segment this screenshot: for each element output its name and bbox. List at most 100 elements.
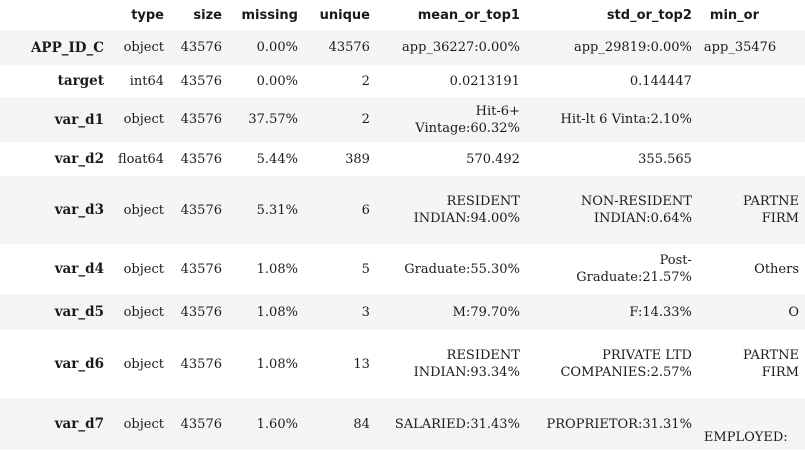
cell-line: Hit-6+ bbox=[475, 103, 520, 119]
cell-line: NON-RESIDENT bbox=[580, 194, 692, 209]
cell-min-or: Others bbox=[754, 261, 799, 277]
cell-std-or-top2: F:14.33% bbox=[525, 294, 698, 330]
cell-line: PRIVATE LTD bbox=[602, 348, 692, 363]
cell-min-or: PARTNE FIRM bbox=[698, 330, 805, 398]
cell-mean-or-top1: 570.492 bbox=[466, 151, 520, 167]
cell-unique: 5 bbox=[361, 261, 370, 277]
cell-type: object bbox=[111, 30, 170, 65]
cell-size: 43576 bbox=[180, 151, 222, 167]
row-index: var_d3 bbox=[0, 176, 112, 244]
cell-type: int64 bbox=[129, 73, 164, 89]
index-header bbox=[0, 0, 112, 30]
cell-min-or bbox=[698, 65, 805, 97]
column-header-min-or-label: min_or bbox=[709, 7, 760, 23]
cell-size: 43576 bbox=[180, 73, 222, 89]
cell-std-or-top2: PRIVATE LTD COMPANIES:2.57% bbox=[526, 330, 698, 398]
row-index: var_d6 bbox=[54, 356, 104, 372]
cell-unique: 2 bbox=[303, 97, 376, 142]
cell-type: object bbox=[111, 176, 170, 244]
table-row: var_d5 object 43576 1.08% 3 M:79.70% F:1… bbox=[0, 294, 805, 330]
cell-size: 43576 bbox=[170, 97, 228, 142]
cell-size: 43576 bbox=[170, 398, 228, 450]
row-index: var_d2 bbox=[54, 151, 104, 167]
cell-std-or-top2: app_29819:0.00% bbox=[525, 30, 698, 65]
cell-line: FIRM bbox=[761, 365, 799, 380]
table-row: var_d1 object 43576 37.57% 2 Hit-6+ Vinta… bbox=[0, 97, 805, 142]
cell-missing: 1.60% bbox=[227, 398, 304, 450]
row-index: var_d7 bbox=[0, 398, 112, 450]
cell-unique: 6 bbox=[303, 176, 376, 244]
cell-missing: 0.00% bbox=[256, 73, 298, 89]
row-index: target bbox=[57, 73, 104, 89]
cell-missing: 1.08% bbox=[227, 294, 304, 330]
cell-mean-or-top1: RESIDENT INDIAN:94.00% bbox=[375, 176, 526, 244]
cell-mean-or-top1: Hit-6+ Vintage:60.32% bbox=[375, 97, 526, 142]
cell-min-or: O bbox=[697, 294, 805, 330]
row-index: var_d4 bbox=[54, 261, 104, 277]
column-header-unique: unique bbox=[319, 7, 370, 23]
column-header-missing: missing bbox=[241, 7, 298, 23]
cell-min-or: app_35476 bbox=[697, 30, 805, 65]
cell-std-or-top2: 355.565 bbox=[638, 151, 692, 167]
cell-missing: 37.57% bbox=[227, 97, 304, 142]
cell-missing: 1.08% bbox=[256, 261, 298, 277]
cell-size: 43576 bbox=[170, 30, 228, 65]
cell-size: 43576 bbox=[180, 261, 222, 277]
cell-type: float64 bbox=[117, 151, 164, 167]
cell-min-or bbox=[697, 97, 805, 142]
cell-mean-or-top1: Graduate:55.30% bbox=[404, 261, 520, 277]
cell-missing: 5.31% bbox=[227, 176, 304, 244]
cell-mean-or-top1: RESIDENT INDIAN:93.34% bbox=[376, 330, 526, 398]
cell-line: Graduate:21.57% bbox=[576, 270, 692, 285]
cell-line: PARTNE bbox=[742, 194, 799, 209]
cell-unique: 84 bbox=[303, 398, 376, 450]
cell-line: INDIAN:0.64% bbox=[593, 211, 692, 226]
column-header-size: size bbox=[193, 7, 222, 23]
cell-unique: 3 bbox=[303, 294, 376, 330]
cell-line: FIRM bbox=[761, 211, 799, 226]
cell-type: object bbox=[111, 398, 170, 450]
cell-unique: 2 bbox=[361, 73, 370, 89]
column-header-mean-or-top1: mean_or_top1 bbox=[417, 7, 520, 23]
cell-line: RESIDENT bbox=[446, 348, 520, 363]
row-index: var_d5 bbox=[0, 294, 112, 330]
cell-line: COMPANIES:2.57% bbox=[560, 365, 692, 380]
cell-std-or-top2: PROPRIETOR:31.31% bbox=[525, 398, 698, 450]
cell-type: object bbox=[111, 294, 170, 330]
cell-unique: 389 bbox=[345, 151, 370, 167]
cell-min-or: EMPLOYED: bbox=[697, 398, 805, 450]
cell-size: 43576 bbox=[180, 356, 222, 372]
cell-line: Post- bbox=[659, 253, 692, 268]
cell-mean-or-top1: app_36227:0.00% bbox=[375, 30, 526, 65]
column-header-std-or-top2: std_or_top2 bbox=[606, 7, 692, 23]
cell-type: object bbox=[123, 356, 164, 372]
table-row: APP_ID_C object 43576 0.00% 43576 app_36… bbox=[0, 30, 805, 65]
cell-unique: 43576 bbox=[303, 30, 376, 65]
cell-size: 43576 bbox=[170, 176, 228, 244]
cell-min-or: PARTNE FIRM bbox=[697, 176, 805, 244]
cell-missing: 1.08% bbox=[256, 356, 298, 372]
cell-mean-or-top1: 0.0213191 bbox=[449, 73, 520, 89]
cell-missing: 0.00% bbox=[227, 30, 304, 65]
cell-min-or-text: EMPLOYED: bbox=[703, 430, 788, 445]
cell-std-or-top2: Post- Graduate:21.57% bbox=[526, 244, 698, 294]
column-header-min-or: min_or bbox=[698, 0, 805, 30]
cell-type: object bbox=[123, 261, 164, 277]
table-row: var_d3 object 43576 5.31% 6 RESIDENT INDI… bbox=[0, 176, 805, 244]
cell-std-or-top2: Hit-lt 6 Vinta:2.10% bbox=[525, 97, 698, 142]
cell-mean-or-top1: SALARIED:31.43% bbox=[375, 398, 526, 450]
table-row: target int64 43576 0.00% 2 0.0213191 0.1… bbox=[0, 65, 805, 97]
header-row: type size missing unique mean_or_top1 st… bbox=[0, 0, 805, 30]
cell-size: 43576 bbox=[170, 294, 228, 330]
cell-std-or-top2: 0.144447 bbox=[629, 73, 692, 89]
column-header-type: type bbox=[131, 7, 164, 23]
cell-line: RESIDENT bbox=[446, 194, 520, 209]
cell-line: INDIAN:93.34% bbox=[413, 365, 520, 380]
cell-mean-or-top1: M:79.70% bbox=[375, 294, 526, 330]
table-row: var_d2 float64 43576 5.44% 389 570.492 3… bbox=[0, 142, 805, 176]
row-index: APP_ID_C bbox=[0, 30, 112, 65]
cell-type: object bbox=[111, 97, 170, 142]
cell-std-or-top2: NON-RESIDENT INDIAN:0.64% bbox=[525, 176, 698, 244]
table-row: var_d7 object 43576 1.60% 84 SALARIED:31… bbox=[0, 398, 805, 450]
